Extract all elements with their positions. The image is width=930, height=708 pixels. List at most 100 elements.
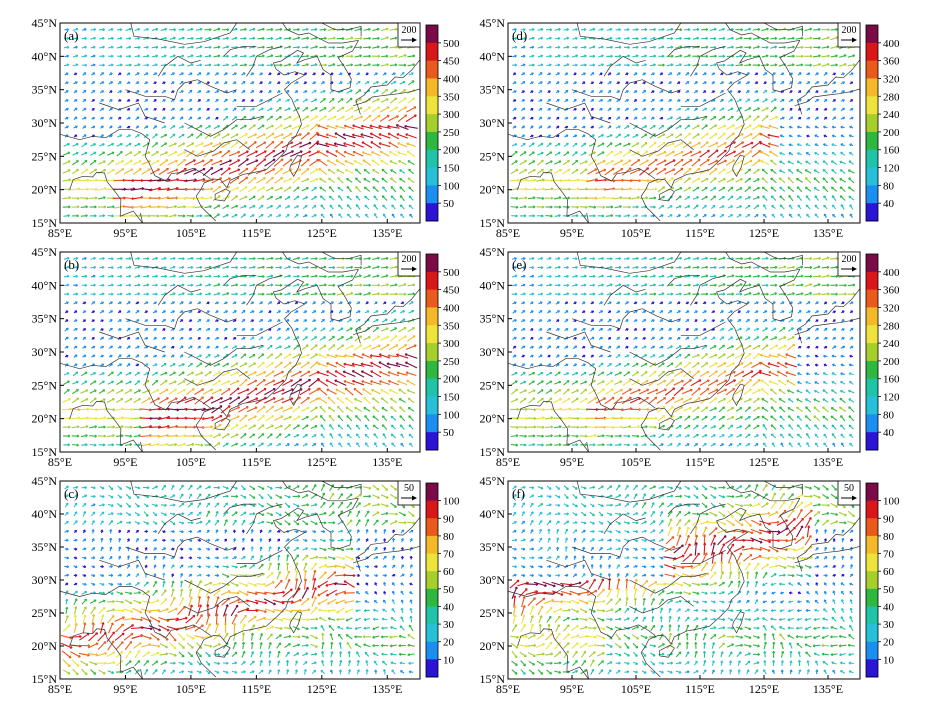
wind-vector: [257, 134, 266, 138]
wind-vector: [310, 124, 318, 130]
wind-vector: [301, 168, 308, 174]
lon-tick-label: 85°E: [48, 226, 72, 240]
wind-vector: [232, 615, 237, 624]
wind-vector: [329, 336, 335, 340]
wind-vector: [389, 107, 397, 112]
wind-vector: [380, 345, 389, 351]
wind-vector: [345, 556, 353, 560]
wind-vector: [265, 159, 275, 166]
lon-tick-label: 135°E: [372, 455, 402, 469]
wind-vector: [229, 152, 240, 156]
colorbar-segment: [426, 325, 438, 343]
wind-vector: [203, 389, 212, 394]
wind-vector: [389, 345, 398, 350]
wind-vector: [285, 579, 289, 589]
wind-vector: [301, 362, 309, 368]
map-panel: (b)20045°N40°N35°N30°N25°N20°N15°N85°E95…: [0, 245, 460, 469]
wind-vector: [284, 362, 291, 368]
coastline: [131, 23, 237, 44]
wind-vector: [197, 605, 201, 616]
wind-vector: [185, 398, 196, 402]
wind-vector: [178, 606, 186, 614]
wind-vector: [294, 345, 299, 350]
wind-vector: [373, 407, 379, 412]
wind-vector: [211, 168, 223, 174]
wind-vector: [283, 133, 292, 138]
coastline: [153, 452, 159, 462]
wind-vector: [258, 425, 264, 430]
wind-vector: [338, 178, 344, 184]
wind-vector: [63, 625, 70, 632]
colorbar-label: 200: [443, 374, 460, 386]
wind-vector: [337, 345, 343, 350]
wind-vector: [100, 622, 103, 633]
wind-vector: [310, 354, 317, 359]
wind-vector: [248, 134, 257, 138]
wind-vector: [301, 159, 309, 166]
lon-tick-label: 85°E: [48, 455, 72, 469]
wind-vector: [267, 116, 273, 120]
wind-vector: [399, 98, 407, 103]
panels-layer: (a)20045°N40°N35°N30°N25°N20°N15°N85°E95…: [0, 16, 900, 696]
wind-vector: [212, 152, 222, 156]
wind-vector: [327, 572, 335, 579]
wind-vector: [248, 616, 256, 622]
wind-vector: [276, 434, 281, 438]
colorbar-label: 350: [443, 320, 460, 332]
wind-vector: [347, 520, 352, 525]
wind-vector: [399, 389, 406, 394]
wind-vector: [363, 345, 371, 349]
lon-tick-label: 125°E: [307, 226, 337, 240]
wind-vector: [407, 151, 415, 157]
wind-vector: [390, 494, 397, 498]
wind-vector: [382, 520, 388, 525]
wind-vector: [258, 196, 264, 200]
wind-vector: [389, 116, 399, 121]
wind-vector: [338, 416, 343, 421]
wind-vector: [72, 161, 78, 165]
wind-vector: [379, 143, 390, 146]
wind-vector: [336, 600, 345, 603]
colorbar-label: 100: [443, 409, 460, 421]
coastline: [247, 46, 283, 76]
wind-vector: [319, 116, 326, 121]
wind-vector: [81, 160, 86, 165]
wind-vector: [310, 116, 317, 121]
wind-vector: [72, 390, 78, 394]
lat-tick-label: 25°N: [32, 149, 58, 163]
wind-vector: [372, 160, 380, 165]
wind-vector: [364, 107, 371, 112]
lat-tick-label: 25°N: [32, 378, 58, 392]
wind-vector: [356, 178, 361, 183]
wind-vector: [107, 399, 114, 403]
lat-tick-label: 45°N: [32, 16, 58, 30]
wind-vector: [115, 617, 125, 621]
panel-label: (b): [64, 257, 79, 272]
wind-vector: [354, 161, 362, 165]
wind-vector: [398, 107, 406, 112]
wind-vector: [221, 151, 229, 157]
wind-vector: [231, 134, 238, 138]
wind-vector: [345, 116, 353, 121]
colorbar-label: 50: [443, 198, 455, 210]
wind-vector: [195, 389, 204, 395]
colorbar-segment: [426, 272, 438, 290]
vector-field: [0, 252, 420, 462]
wind-vector: [318, 590, 328, 596]
wind-vector: [248, 168, 257, 176]
wind-vector: [257, 178, 266, 183]
wind-vector: [389, 152, 397, 156]
wind-vector: [257, 416, 264, 422]
colorbar-segment: [426, 25, 438, 43]
wind-vector: [293, 416, 301, 420]
wind-vector: [390, 336, 397, 342]
wind-vector: [311, 416, 318, 420]
wind-vector: [150, 398, 159, 403]
colorbar-segment: [426, 254, 438, 272]
wind-vector: [338, 502, 342, 508]
wind-vector: [400, 407, 405, 412]
colorbar-segment: [426, 43, 438, 61]
colorbar-segment: [426, 61, 438, 79]
wind-vector: [302, 345, 308, 350]
wind-vector: [230, 388, 239, 395]
